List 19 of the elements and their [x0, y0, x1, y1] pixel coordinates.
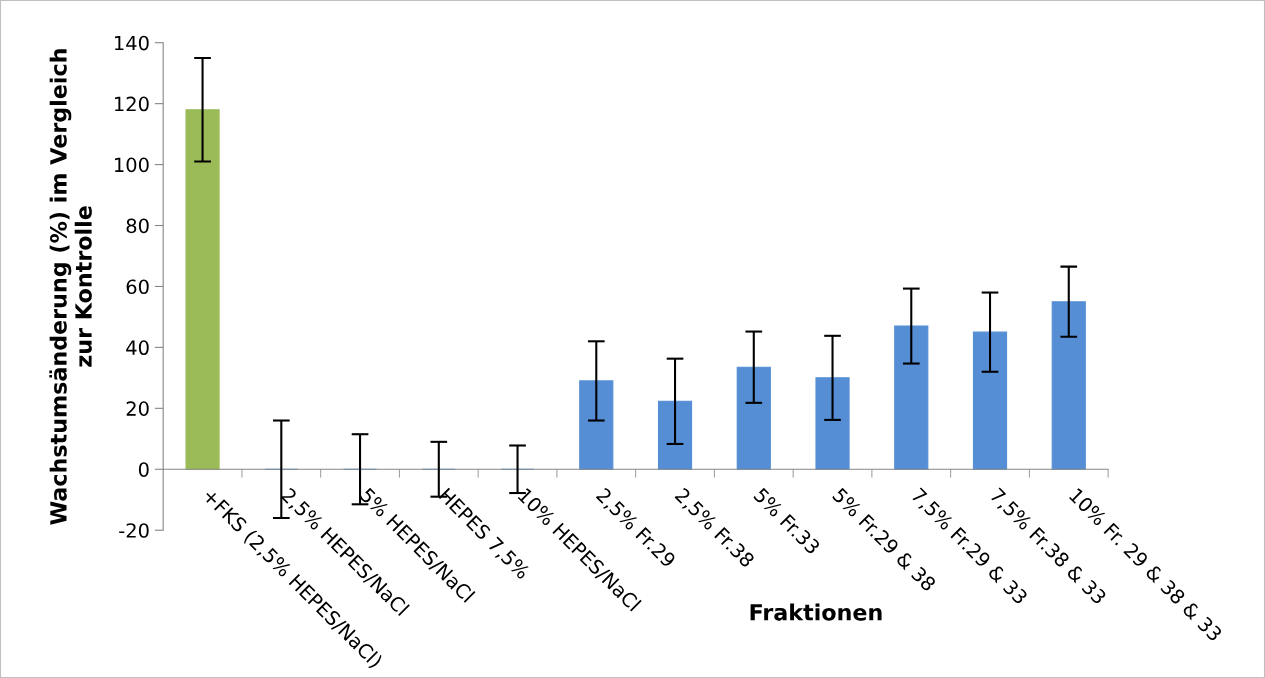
y-tick-label: 20 — [126, 401, 149, 416]
bar — [736, 366, 771, 470]
y-tick-label: 40 — [126, 340, 149, 356]
y-tick-label: 140 — [115, 35, 149, 51]
y-tick-label: 60 — [126, 279, 149, 295]
y-axis-title: Wachstumsänderung (%) im Vergleich zur Kontrolle — [49, 49, 92, 525]
bar — [972, 331, 1008, 470]
y-tick-label: 120 — [115, 96, 149, 112]
bar — [185, 109, 220, 470]
y-tick-label: -20 — [119, 523, 149, 538]
y-tick-label: 0 — [138, 462, 149, 477]
bar — [657, 400, 693, 470]
bar — [894, 325, 929, 470]
bar — [815, 377, 850, 470]
y-tick-label: 80 — [126, 218, 149, 234]
bar — [579, 380, 614, 470]
y-tick-label: 100 — [115, 157, 149, 173]
x-axis-title: Fraktionen — [750, 603, 882, 621]
bar — [1051, 301, 1086, 470]
